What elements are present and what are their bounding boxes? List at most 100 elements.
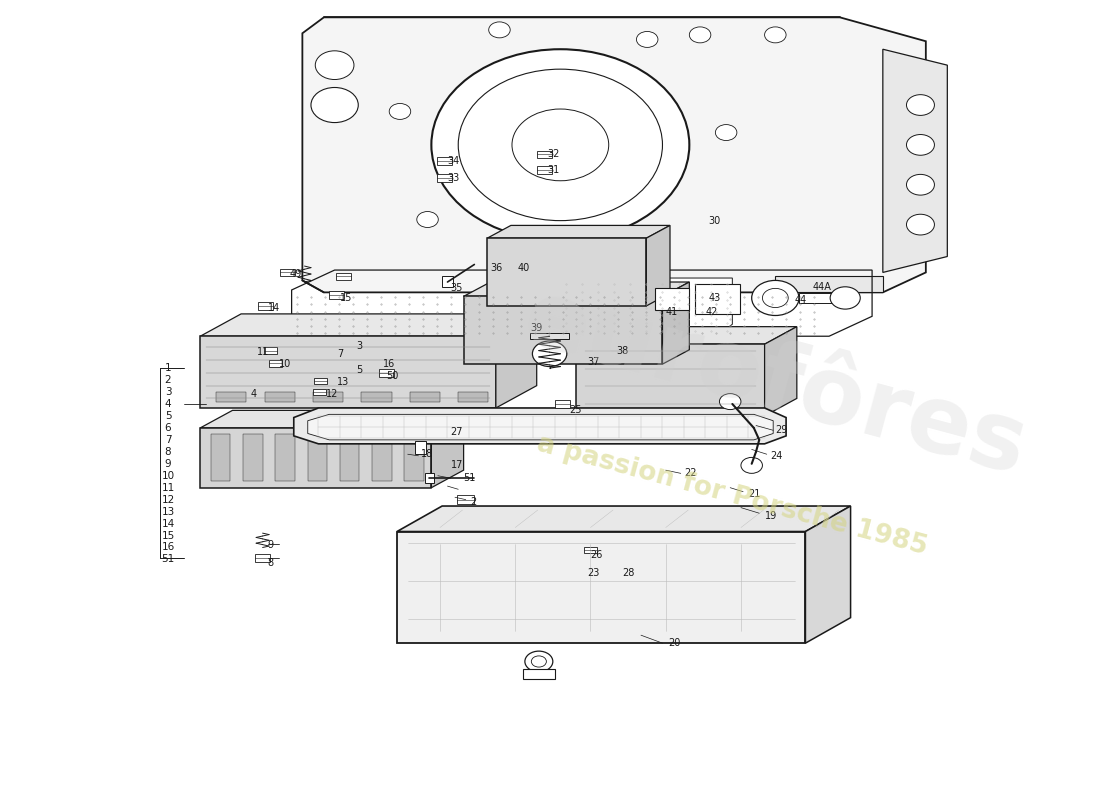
Bar: [537, 166, 552, 174]
Text: 8: 8: [165, 447, 172, 457]
Polygon shape: [397, 531, 805, 643]
Bar: [415, 442, 426, 454]
Text: 34: 34: [448, 156, 460, 166]
Bar: [258, 302, 273, 310]
Text: 21: 21: [748, 489, 761, 499]
Text: 4: 4: [165, 399, 172, 409]
Bar: [340, 434, 360, 482]
Circle shape: [637, 31, 658, 47]
Text: 9: 9: [267, 540, 273, 550]
Text: 51: 51: [463, 473, 476, 483]
Text: eurofôres: eurofôres: [515, 273, 1036, 495]
Text: 22: 22: [684, 468, 696, 478]
Text: 5: 5: [165, 411, 172, 421]
Circle shape: [719, 394, 741, 410]
Text: 14: 14: [268, 303, 280, 314]
Text: 7: 7: [337, 349, 343, 358]
Circle shape: [906, 214, 934, 235]
Polygon shape: [294, 408, 786, 444]
Bar: [556, 400, 570, 408]
Polygon shape: [883, 50, 947, 273]
Text: a passion for Porsche 1985: a passion for Porsche 1985: [535, 431, 931, 561]
Polygon shape: [805, 506, 850, 643]
Circle shape: [762, 288, 789, 307]
Bar: [372, 434, 392, 482]
Bar: [425, 474, 433, 483]
Text: 15: 15: [340, 293, 352, 303]
Polygon shape: [487, 226, 670, 238]
Bar: [279, 269, 295, 276]
Text: 11: 11: [257, 347, 270, 357]
Text: 25: 25: [569, 405, 582, 414]
Bar: [442, 276, 453, 286]
Bar: [336, 273, 351, 280]
Bar: [265, 392, 295, 402]
Bar: [243, 434, 263, 482]
Bar: [437, 157, 452, 165]
Text: 49: 49: [289, 269, 301, 279]
Bar: [437, 174, 452, 182]
Polygon shape: [496, 314, 537, 408]
Polygon shape: [576, 344, 764, 416]
Text: 39: 39: [530, 323, 542, 334]
Bar: [314, 389, 326, 395]
Bar: [458, 495, 474, 504]
Circle shape: [531, 656, 547, 667]
Polygon shape: [463, 282, 690, 296]
Circle shape: [906, 134, 934, 155]
Circle shape: [512, 109, 608, 181]
Text: 32: 32: [548, 150, 560, 159]
Text: 17: 17: [451, 460, 463, 470]
Text: 6: 6: [165, 423, 172, 433]
Text: 28: 28: [623, 568, 635, 578]
Polygon shape: [308, 414, 773, 440]
Bar: [255, 554, 271, 562]
Text: 51: 51: [162, 554, 175, 565]
Text: 30: 30: [708, 216, 720, 226]
Bar: [270, 360, 282, 366]
Bar: [362, 392, 392, 402]
Bar: [799, 293, 837, 302]
Text: 13: 13: [337, 378, 349, 387]
Text: 9: 9: [165, 458, 172, 469]
Text: 40: 40: [517, 263, 529, 274]
Text: 10: 10: [278, 359, 292, 369]
Text: 2: 2: [470, 497, 476, 507]
Polygon shape: [776, 277, 883, 292]
Bar: [584, 546, 597, 554]
Text: 12: 12: [162, 494, 175, 505]
Text: 8: 8: [267, 558, 273, 569]
Text: 3: 3: [165, 387, 172, 397]
Bar: [308, 434, 327, 482]
Text: 33: 33: [448, 174, 460, 183]
Bar: [217, 392, 246, 402]
Bar: [522, 670, 556, 679]
Text: 29: 29: [776, 426, 788, 435]
Circle shape: [751, 281, 799, 315]
Circle shape: [459, 69, 662, 221]
Bar: [410, 392, 440, 402]
Circle shape: [525, 651, 553, 672]
Text: 36: 36: [491, 263, 503, 274]
Circle shape: [906, 174, 934, 195]
Text: 50: 50: [386, 371, 398, 381]
Polygon shape: [302, 18, 926, 292]
Polygon shape: [431, 410, 463, 488]
Text: 1: 1: [165, 363, 172, 373]
Bar: [264, 347, 276, 354]
Text: 15: 15: [162, 530, 175, 541]
Polygon shape: [200, 336, 496, 408]
Text: 3: 3: [356, 341, 362, 350]
Polygon shape: [487, 238, 647, 306]
Bar: [315, 378, 327, 384]
Text: 23: 23: [587, 568, 600, 578]
Bar: [378, 369, 394, 377]
Circle shape: [316, 51, 354, 79]
Circle shape: [532, 341, 566, 366]
Text: 2: 2: [165, 375, 172, 385]
Polygon shape: [200, 314, 537, 336]
Polygon shape: [463, 296, 662, 364]
Text: 35: 35: [451, 283, 463, 294]
Circle shape: [830, 286, 860, 309]
Circle shape: [311, 87, 359, 122]
